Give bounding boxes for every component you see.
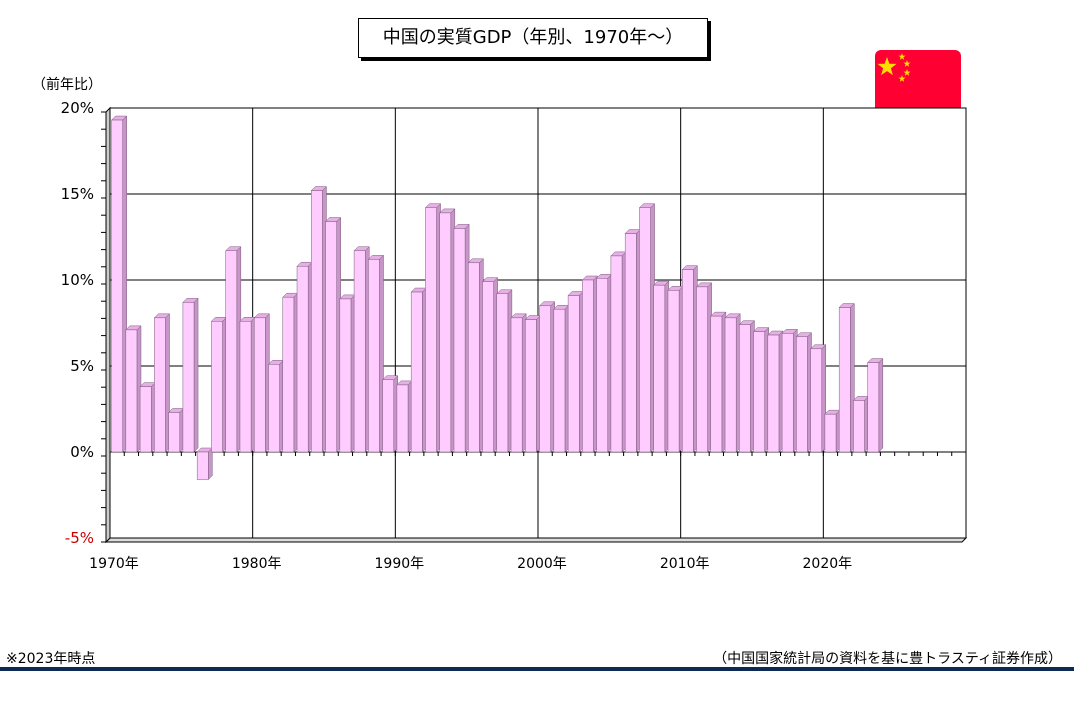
bar-1970 xyxy=(111,119,123,453)
y-tick-label: 0% xyxy=(70,443,94,461)
x-tick-label: 1990年 xyxy=(375,556,425,572)
bar-2005 xyxy=(610,255,623,453)
x-tick-label: 2020年 xyxy=(803,556,853,572)
bar-2021 xyxy=(838,307,851,453)
bar-1979 xyxy=(239,321,252,453)
bar-1988 xyxy=(368,259,380,453)
bar-1991 xyxy=(410,291,423,453)
bar-1984 xyxy=(311,190,323,453)
bar-2019 xyxy=(810,348,823,453)
y-axis-unit-label: （前年比） xyxy=(32,77,102,93)
bar-2014 xyxy=(739,324,751,453)
bar-2011 xyxy=(696,286,708,453)
bar-1978 xyxy=(225,250,238,453)
gdp-bar-chart: 20% 15% 10% 5% 0% -5% 1970年 1980年 1990年 2000年 2010… xyxy=(61,99,968,572)
y-tick-label: 5% xyxy=(70,357,94,375)
bar-2018 xyxy=(796,336,808,453)
y-tick-label: -5% xyxy=(65,529,94,547)
bar-2012 xyxy=(710,315,723,453)
bar-side xyxy=(878,357,884,453)
bar-1983 xyxy=(296,265,309,453)
bar-1980 xyxy=(253,317,266,453)
x-tick-label: 2010年 xyxy=(660,556,710,572)
bar-2007 xyxy=(639,207,651,453)
plot-floor xyxy=(104,537,968,543)
bar-1981 xyxy=(268,364,280,453)
bar-2015 xyxy=(753,331,765,453)
bar-1995 xyxy=(467,262,480,453)
bar-1972 xyxy=(139,386,152,453)
bar-2001 xyxy=(553,308,566,453)
bar-side xyxy=(193,297,199,453)
bar-2004 xyxy=(596,278,609,453)
bar-2003 xyxy=(582,279,594,453)
bar-2020 xyxy=(824,413,837,453)
bar-2008 xyxy=(653,284,666,453)
x-tick-label: 1980年 xyxy=(232,556,282,572)
bar-side xyxy=(208,447,213,481)
chart-title: 中国の実質GDP（年別、1970年～） xyxy=(358,18,708,58)
bar-1999 xyxy=(525,319,537,453)
bar-1989 xyxy=(382,379,395,453)
bar-2013 xyxy=(724,317,737,453)
bar-2010 xyxy=(681,269,694,453)
bar-1985 xyxy=(325,221,337,453)
bar-2002 xyxy=(567,295,580,453)
bar-2017 xyxy=(781,333,794,453)
bottom-divider xyxy=(0,667,1074,671)
bar-1987 xyxy=(353,250,366,453)
bar-2006 xyxy=(624,233,637,453)
bar-1986 xyxy=(339,298,352,453)
china-flag-icon xyxy=(875,50,961,113)
bar-2000 xyxy=(539,305,551,453)
footnote-date: ※2023年時点 xyxy=(6,651,96,667)
bar-2016 xyxy=(767,334,780,453)
x-tick-label: 1970年 xyxy=(89,556,139,572)
bar-2023 xyxy=(867,362,880,453)
plot-side-wall xyxy=(105,106,111,544)
bar-2009 xyxy=(667,290,680,453)
bar-1990 xyxy=(396,384,409,453)
bar-1998 xyxy=(510,317,523,453)
x-tick-label: 2000年 xyxy=(517,556,567,572)
bar-1992 xyxy=(425,207,437,453)
bar-1982 xyxy=(282,296,295,453)
bar-1974 xyxy=(168,412,181,453)
y-tick-label: 20% xyxy=(61,99,94,117)
y-tick-label: 10% xyxy=(61,271,94,289)
bar-1973 xyxy=(154,317,166,453)
bar-1977 xyxy=(211,321,223,453)
bar-1993 xyxy=(439,212,452,453)
bar-1976 xyxy=(196,451,209,480)
bar-1994 xyxy=(453,228,466,453)
source-note: （中国国家統計局の資料を基に豊トラスティ証券作成） xyxy=(713,651,1062,667)
y-tick-label: 15% xyxy=(61,185,94,203)
bar-1975 xyxy=(182,302,195,453)
bar-1996 xyxy=(482,281,494,453)
bar-2022 xyxy=(853,400,865,453)
bar-1971 xyxy=(125,329,138,453)
bar-1997 xyxy=(496,293,509,453)
